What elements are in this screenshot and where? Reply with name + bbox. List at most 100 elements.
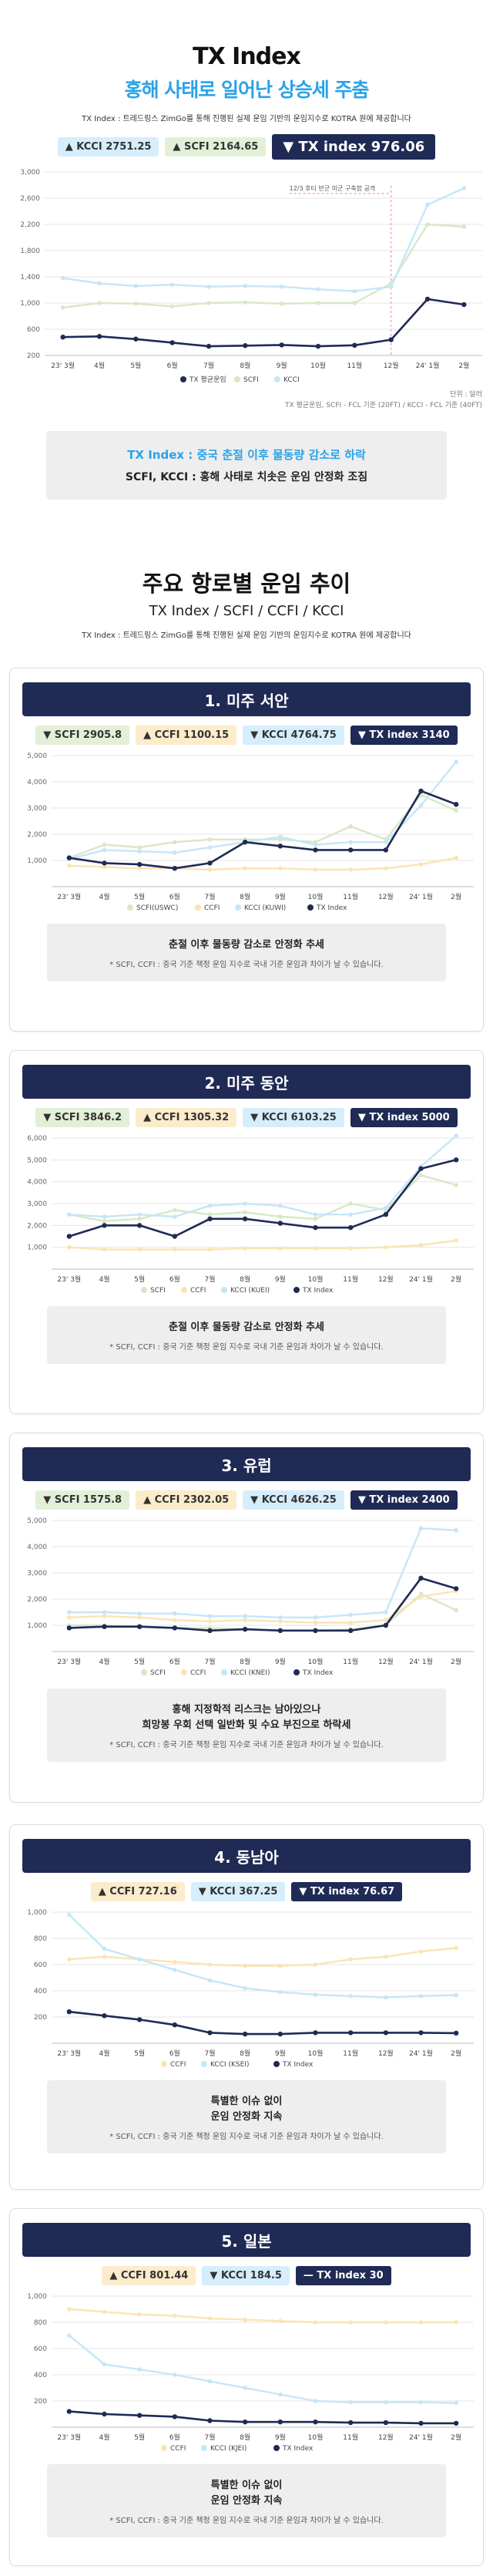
series-line-ccfi [69,857,457,871]
data-point-tx [279,342,284,348]
legend-marker-ccfi [161,2445,167,2451]
badge-tx: ▼ TX index 76.67 [291,1882,403,1901]
data-point-kcci [278,834,283,840]
legend-label-scfi: SCFI [150,1287,166,1295]
x-tick-label: 5월 [134,2433,145,2442]
data-point-ccfi [102,1247,107,1252]
data-point-ccfi [137,2312,142,2317]
data-point-kcci [102,2362,107,2367]
data-point-tx [383,1211,389,1217]
data-point-kcci [384,840,388,844]
legend-marker-ccfi [181,1669,187,1675]
data-point-tx [453,1157,459,1163]
data-point-scfi [102,842,107,847]
data-point-tx [172,866,178,871]
data-point-ccfi [102,1955,107,1959]
data-point-tx [136,1223,143,1228]
y-tick-label: 5,000 [27,1517,47,1525]
legend-label-kcci: KCCI (KSEI) [210,2061,249,2069]
data-point-tx [102,860,107,866]
y-tick-label: 1,800 [20,247,40,255]
card-note-line: 홍해 지정학적 리스크는 남아있으나 [172,1704,321,1716]
badge-scfi: ▲ SCFI 2164.65 [165,137,267,157]
data-point-tx [66,2409,72,2414]
x-tick-label: 11월 [343,892,358,901]
legend-label-ccfi: CCFI [170,2061,186,2069]
data-point-tx [66,1234,72,1239]
y-tick-label: 3,000 [27,1200,47,1208]
data-point-tx [277,1628,283,1633]
x-tick-label: 6월 [167,361,178,370]
data-point-kcci [173,850,177,855]
x-tick-label: 8월 [240,1275,250,1284]
data-point-kcci [60,275,65,281]
legend-label-tx: TX Index [316,904,347,912]
data-point-kcci [243,284,248,288]
data-point-tx [207,1628,213,1633]
series-line-tx [69,1577,457,1632]
y-tick-label: 2,000 [27,1222,47,1230]
card-note-line: 춘절 이후 물동량 감소로 안정화 추세 [168,1322,325,1333]
data-point-ccfi [384,1244,388,1250]
section-title: 주요 항로별 운임 추이 [142,571,351,597]
data-point-scfi [348,824,353,829]
data-point-tx [352,342,357,349]
y-tick-label: 1,000 [20,300,40,308]
legend-marker-kcci [235,904,241,911]
data-point-ccfi [384,1618,388,1622]
y-tick-label: 1,000 [27,1909,47,1917]
y-tick-label: 400 [34,1988,47,1995]
x-tick-label: 4월 [99,1275,109,1284]
data-point-ccfi [454,855,458,860]
badge-kcci: ▼ KCCI 6103.25 [243,1108,344,1127]
data-point-scfi [316,301,320,305]
data-point-kcci [243,1614,247,1618]
x-tick-label: 6월 [169,1275,180,1284]
data-point-tx [60,335,65,340]
data-point-kcci [67,1212,72,1217]
x-tick-label: 10월 [308,1657,324,1666]
legend-marker-ccfi [181,1287,187,1293]
data-point-tx [347,847,354,853]
legend-label-ccfi: CCFI [190,1669,206,1677]
route-card: 1. 미주 서안 ▼ SCFI 2905.8 ▲ CCFI 1100.15 ▼ KCC… [9,668,484,1032]
badge-scfi: ▼ SCFI 2905.8 [35,726,130,745]
legend-label-kcci: KCCI (KNEI) [230,1669,270,1677]
data-point-kcci [313,1992,318,1997]
data-point-ccfi [243,1963,247,1968]
y-tick-label: 6,000 [27,1135,47,1143]
route-card: 2. 미주 동안 ▼ SCFI 3846.2 ▲ CCFI 1305.32 ▼ KCC… [9,1050,484,1414]
data-point-tx [242,1626,248,1632]
data-point-kcci [102,1610,107,1615]
series-line-tx [69,2010,457,2036]
data-point-kcci [102,1214,107,1219]
x-tick-label: 23' 3월 [57,1657,81,1666]
legend-marker-scfi [141,1669,147,1675]
data-point-kcci [137,1611,142,1616]
data-point-ccfi [384,2320,388,2325]
data-point-kcci [207,1614,213,1618]
data-point-tx [243,343,248,349]
y-tick-label: 4,000 [27,779,47,786]
card-footnote: * SCFI, CCFI : 중국 기준 책정 운임 지수로 국내 기준 운임과… [109,961,384,969]
x-tick-label: 10월 [308,1275,324,1284]
data-point-scfi [173,1207,177,1213]
data-point-tx [207,2418,213,2423]
data-point-kcci [352,288,357,294]
data-point-ccfi [313,1962,318,1967]
legend-label-ccfi: CCFI [170,2445,186,2453]
badge-kcci: ▼ KCCI 367.25 [190,1882,286,1901]
series-line-kcci [69,1135,457,1218]
x-tick-label: 5월 [134,2049,145,2058]
y-tick-label: 600 [27,326,40,334]
data-point-scfi [454,1608,458,1613]
data-point-tx [313,847,318,853]
data-point-kcci [102,847,107,853]
legend-marker-kcci [201,2061,207,2067]
x-tick-label: 5월 [134,1657,145,1666]
data-point-kcci [316,287,320,291]
x-tick-label: 23' 3월 [57,2433,81,2442]
series-line-kcci [68,1914,457,1999]
data-point-kcci [454,1133,458,1138]
data-point-kcci [137,2367,142,2372]
